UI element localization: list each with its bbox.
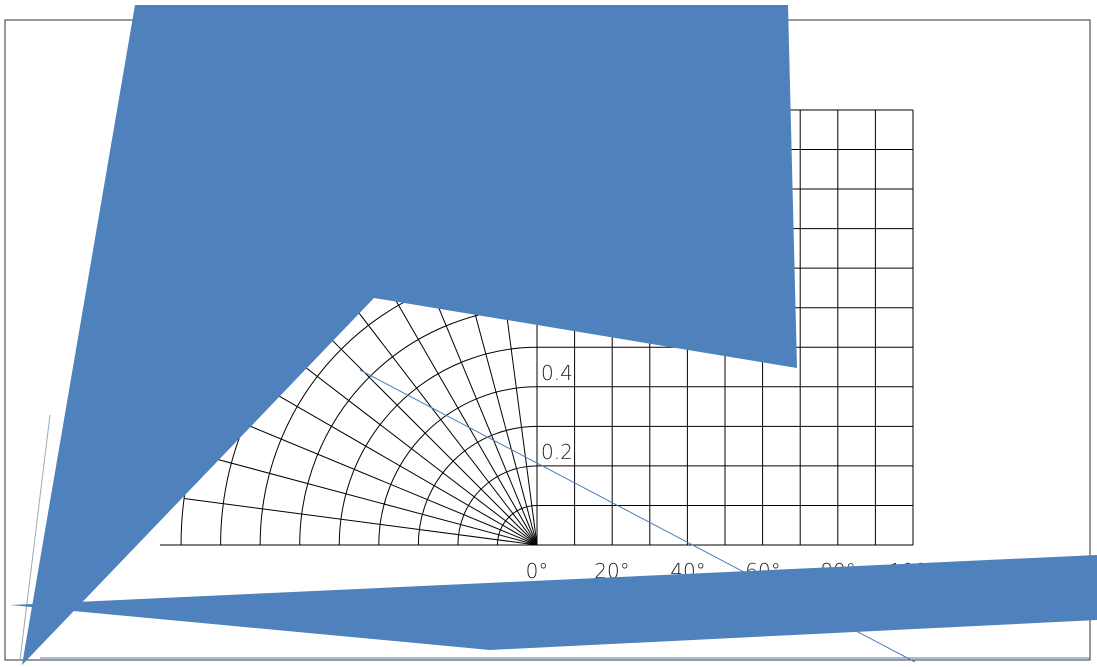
radius-label: 0.2 xyxy=(541,440,573,464)
angle-label: 0° xyxy=(526,559,549,583)
grid-line xyxy=(184,498,538,546)
overlay-shape xyxy=(10,555,1097,650)
radius-label: 0.4 xyxy=(541,361,573,385)
guide-line xyxy=(19,414,51,661)
grid-line xyxy=(207,408,538,546)
grid-line xyxy=(193,452,538,546)
overlay-shape xyxy=(22,5,797,665)
grid-line xyxy=(228,366,538,546)
